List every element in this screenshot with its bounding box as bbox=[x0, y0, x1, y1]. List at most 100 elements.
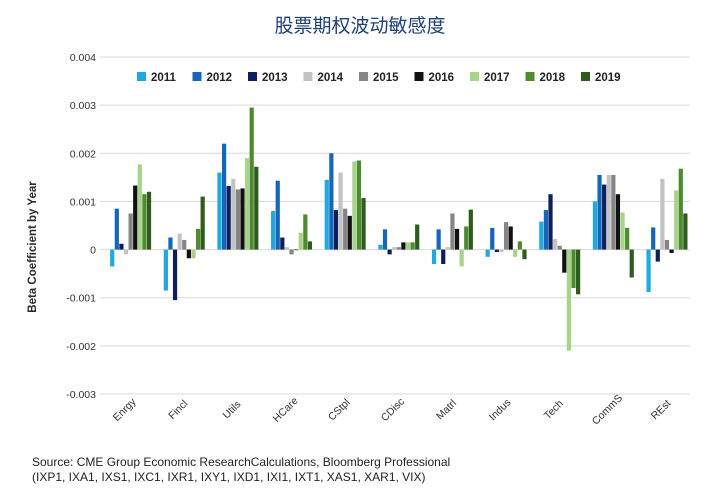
bar-matrl-2015 bbox=[450, 213, 454, 249]
bar-tech-2011 bbox=[539, 222, 543, 250]
bar-matrl-2017 bbox=[460, 250, 464, 267]
source-note-line2: (IXP1, IXA1, IXS1, IXC1, IXR1, IXY1, IXD… bbox=[32, 470, 426, 484]
bar-hcare-2018 bbox=[303, 214, 307, 249]
bar-rest-2015 bbox=[665, 240, 669, 250]
bar-comms-2014 bbox=[607, 175, 611, 250]
bar-comms-2019 bbox=[630, 250, 634, 278]
bar-fincl-2018 bbox=[196, 229, 200, 250]
bar-indus-2014 bbox=[499, 250, 503, 252]
bar-hcare-2014 bbox=[285, 247, 289, 249]
bar-fincl-2014 bbox=[178, 234, 182, 250]
bar-indus-2019 bbox=[522, 250, 526, 260]
legend-label-2014: 2014 bbox=[318, 72, 344, 84]
legend-swatch-2011 bbox=[137, 72, 146, 81]
bar-enrgy-2017 bbox=[138, 164, 142, 249]
bar-tech-2018 bbox=[571, 250, 575, 289]
bar-cstpl-2011 bbox=[325, 180, 329, 250]
bar-utils-2012 bbox=[222, 144, 226, 250]
bar-enrgy-2018 bbox=[142, 194, 146, 249]
bar-cdisc-2012 bbox=[383, 229, 387, 249]
legend-swatch-2014 bbox=[304, 72, 313, 81]
legend: 2011 2012 2013 2014 2015 2016 2017 2018 2019 bbox=[137, 72, 621, 84]
y-tick-label: -0.002 bbox=[66, 341, 96, 353]
bar-hcare-2013 bbox=[280, 238, 284, 250]
bar-tech-2019 bbox=[576, 250, 580, 295]
bar-cstpl-2014 bbox=[338, 173, 342, 250]
bar-utils-2016 bbox=[240, 188, 244, 249]
bar-enrgy-2016 bbox=[133, 186, 137, 250]
y-tick-label: 0.002 bbox=[70, 148, 96, 160]
bar-tech-2014 bbox=[553, 239, 557, 250]
bar-matrl-2011 bbox=[432, 250, 436, 264]
bar-matrl-2014 bbox=[446, 247, 450, 249]
bar-enrgy-2013 bbox=[119, 244, 123, 250]
bar-cstpl-2019 bbox=[361, 198, 365, 250]
bar-indus-2013 bbox=[495, 250, 499, 252]
x-tick-label: HCare bbox=[271, 395, 301, 425]
legend-label-2013: 2013 bbox=[262, 72, 288, 84]
bar-cdisc-2013 bbox=[388, 250, 392, 255]
y-tick-label: 0.003 bbox=[70, 100, 96, 112]
bar-tech-2015 bbox=[558, 246, 562, 250]
bar-comms-2015 bbox=[611, 175, 615, 250]
bar-enrgy-2019 bbox=[147, 192, 151, 250]
bar-cstpl-2017 bbox=[352, 161, 356, 249]
bar-indus-2017 bbox=[513, 250, 517, 257]
y-axis-label: Beta Coefficient by Year bbox=[27, 181, 39, 313]
bar-cstpl-2018 bbox=[357, 161, 361, 250]
bar-cstpl-2015 bbox=[343, 209, 347, 250]
x-tick-label: Enrgy bbox=[111, 395, 139, 423]
bar-comms-2017 bbox=[620, 213, 624, 250]
bar-cstpl-2016 bbox=[348, 216, 352, 250]
source-note-line1: Source: CME Group Economic ResearchCalcu… bbox=[32, 455, 450, 469]
bar-utils-2014 bbox=[231, 179, 235, 250]
legend-swatch-2017 bbox=[470, 72, 479, 81]
bar-indus-2018 bbox=[518, 241, 522, 249]
y-tick-label: 0 bbox=[90, 245, 96, 257]
bar-utils-2013 bbox=[227, 186, 231, 250]
chart-svg: -0.003-0.002-0.00100.0010.0020.0030.004 … bbox=[0, 0, 720, 455]
bar-matrl-2019 bbox=[469, 210, 473, 250]
legend-swatch-2018 bbox=[526, 72, 535, 81]
bar-tech-2012 bbox=[544, 210, 548, 249]
bar-rest-2011 bbox=[646, 250, 650, 292]
bar-hcare-2015 bbox=[289, 250, 293, 255]
bar-rest-2019 bbox=[683, 213, 687, 249]
bar-tech-2017 bbox=[567, 250, 571, 351]
bar-tech-2013 bbox=[548, 194, 552, 249]
bar-enrgy-2011 bbox=[110, 250, 114, 267]
bar-cstpl-2013 bbox=[334, 210, 338, 249]
legend-label-2019: 2019 bbox=[595, 72, 621, 84]
x-tick-label: Utils bbox=[221, 398, 244, 421]
x-tick-label: CDisc bbox=[379, 396, 407, 424]
x-tick-label: Fincl bbox=[166, 398, 190, 422]
bar-fincl-2011 bbox=[164, 250, 168, 291]
bar-comms-2016 bbox=[616, 194, 620, 249]
bar-cstpl-2012 bbox=[329, 153, 333, 249]
bar-hcare-2019 bbox=[308, 241, 312, 249]
bar-cdisc-2014 bbox=[392, 247, 396, 249]
bar-hcare-2012 bbox=[276, 181, 280, 250]
x-tick-label: Indus bbox=[487, 397, 514, 424]
bar-cdisc-2015 bbox=[397, 247, 401, 249]
bar-enrgy-2012 bbox=[115, 209, 119, 250]
y-tick-labels: -0.003 -0.002 -0.001 0 0.001 0.002 0.003 0.004 bbox=[66, 52, 96, 401]
bar-indus-2012 bbox=[490, 228, 494, 250]
bar-rest-2012 bbox=[651, 227, 655, 249]
y-tick-label: -0.001 bbox=[66, 293, 96, 305]
bar-matrl-2018 bbox=[464, 226, 468, 249]
bar-cdisc-2017 bbox=[406, 242, 410, 249]
bar-comms-2011 bbox=[593, 201, 597, 249]
legend-label-2017: 2017 bbox=[484, 72, 510, 84]
bar-hcare-2017 bbox=[299, 233, 303, 250]
legend-label-2018: 2018 bbox=[540, 72, 566, 84]
bar-layer bbox=[110, 108, 687, 351]
x-tick-labels: Enrgy Fincl Utils HCare CStpl CDisc Matrl Indus… bbox=[111, 392, 674, 427]
y-tick-label: -0.003 bbox=[66, 389, 96, 401]
bar-matrl-2012 bbox=[437, 229, 441, 249]
legend-swatch-2016 bbox=[415, 72, 424, 81]
x-tick-label: REst bbox=[649, 398, 674, 423]
bar-fincl-2015 bbox=[182, 240, 186, 250]
y-tick-label: 0.001 bbox=[70, 196, 96, 208]
bar-matrl-2016 bbox=[455, 229, 459, 250]
